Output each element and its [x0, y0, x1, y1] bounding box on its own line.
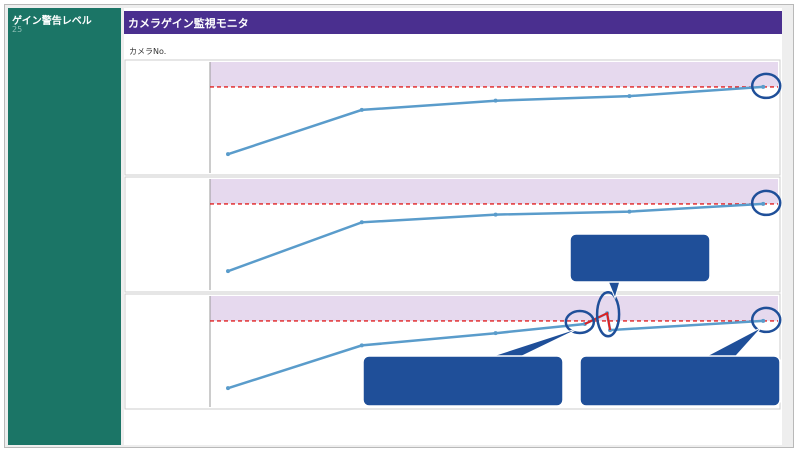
sidebar-panel	[8, 8, 121, 445]
data-point	[226, 152, 230, 157]
data-point	[493, 331, 498, 336]
callout-box	[569, 233, 711, 283]
data-point	[359, 220, 364, 225]
header-bar	[124, 11, 782, 34]
data-point	[761, 318, 766, 323]
data-point	[627, 94, 632, 99]
sidebar-title: ゲイン警告レベル	[12, 16, 92, 27]
data-point	[493, 212, 498, 217]
callout-box	[362, 355, 564, 407]
warning-band-2	[210, 179, 778, 204]
data-point	[226, 269, 230, 274]
camera-no-label: カメラNo.	[129, 47, 167, 56]
callout-box	[579, 355, 781, 407]
data-point	[493, 98, 498, 103]
data-point	[226, 386, 230, 391]
data-point	[359, 343, 364, 348]
threshold-highlight-circle	[564, 309, 596, 335]
data-point	[627, 209, 632, 214]
maintenance-spike-line	[584, 311, 612, 331]
warning-band-3	[210, 296, 778, 321]
sidebar-gain-value: 25	[12, 25, 23, 34]
threshold-highlight-circle	[750, 306, 782, 334]
warning-band-1	[210, 62, 778, 87]
page-title: カメラゲイン監視モニタ	[128, 17, 249, 30]
threshold-highlight-circle	[750, 72, 782, 100]
maintenance-highlight-circle	[595, 291, 621, 338]
data-point	[761, 84, 766, 89]
threshold-highlight-circle	[750, 189, 782, 217]
data-point	[359, 107, 364, 112]
data-point	[761, 201, 766, 206]
